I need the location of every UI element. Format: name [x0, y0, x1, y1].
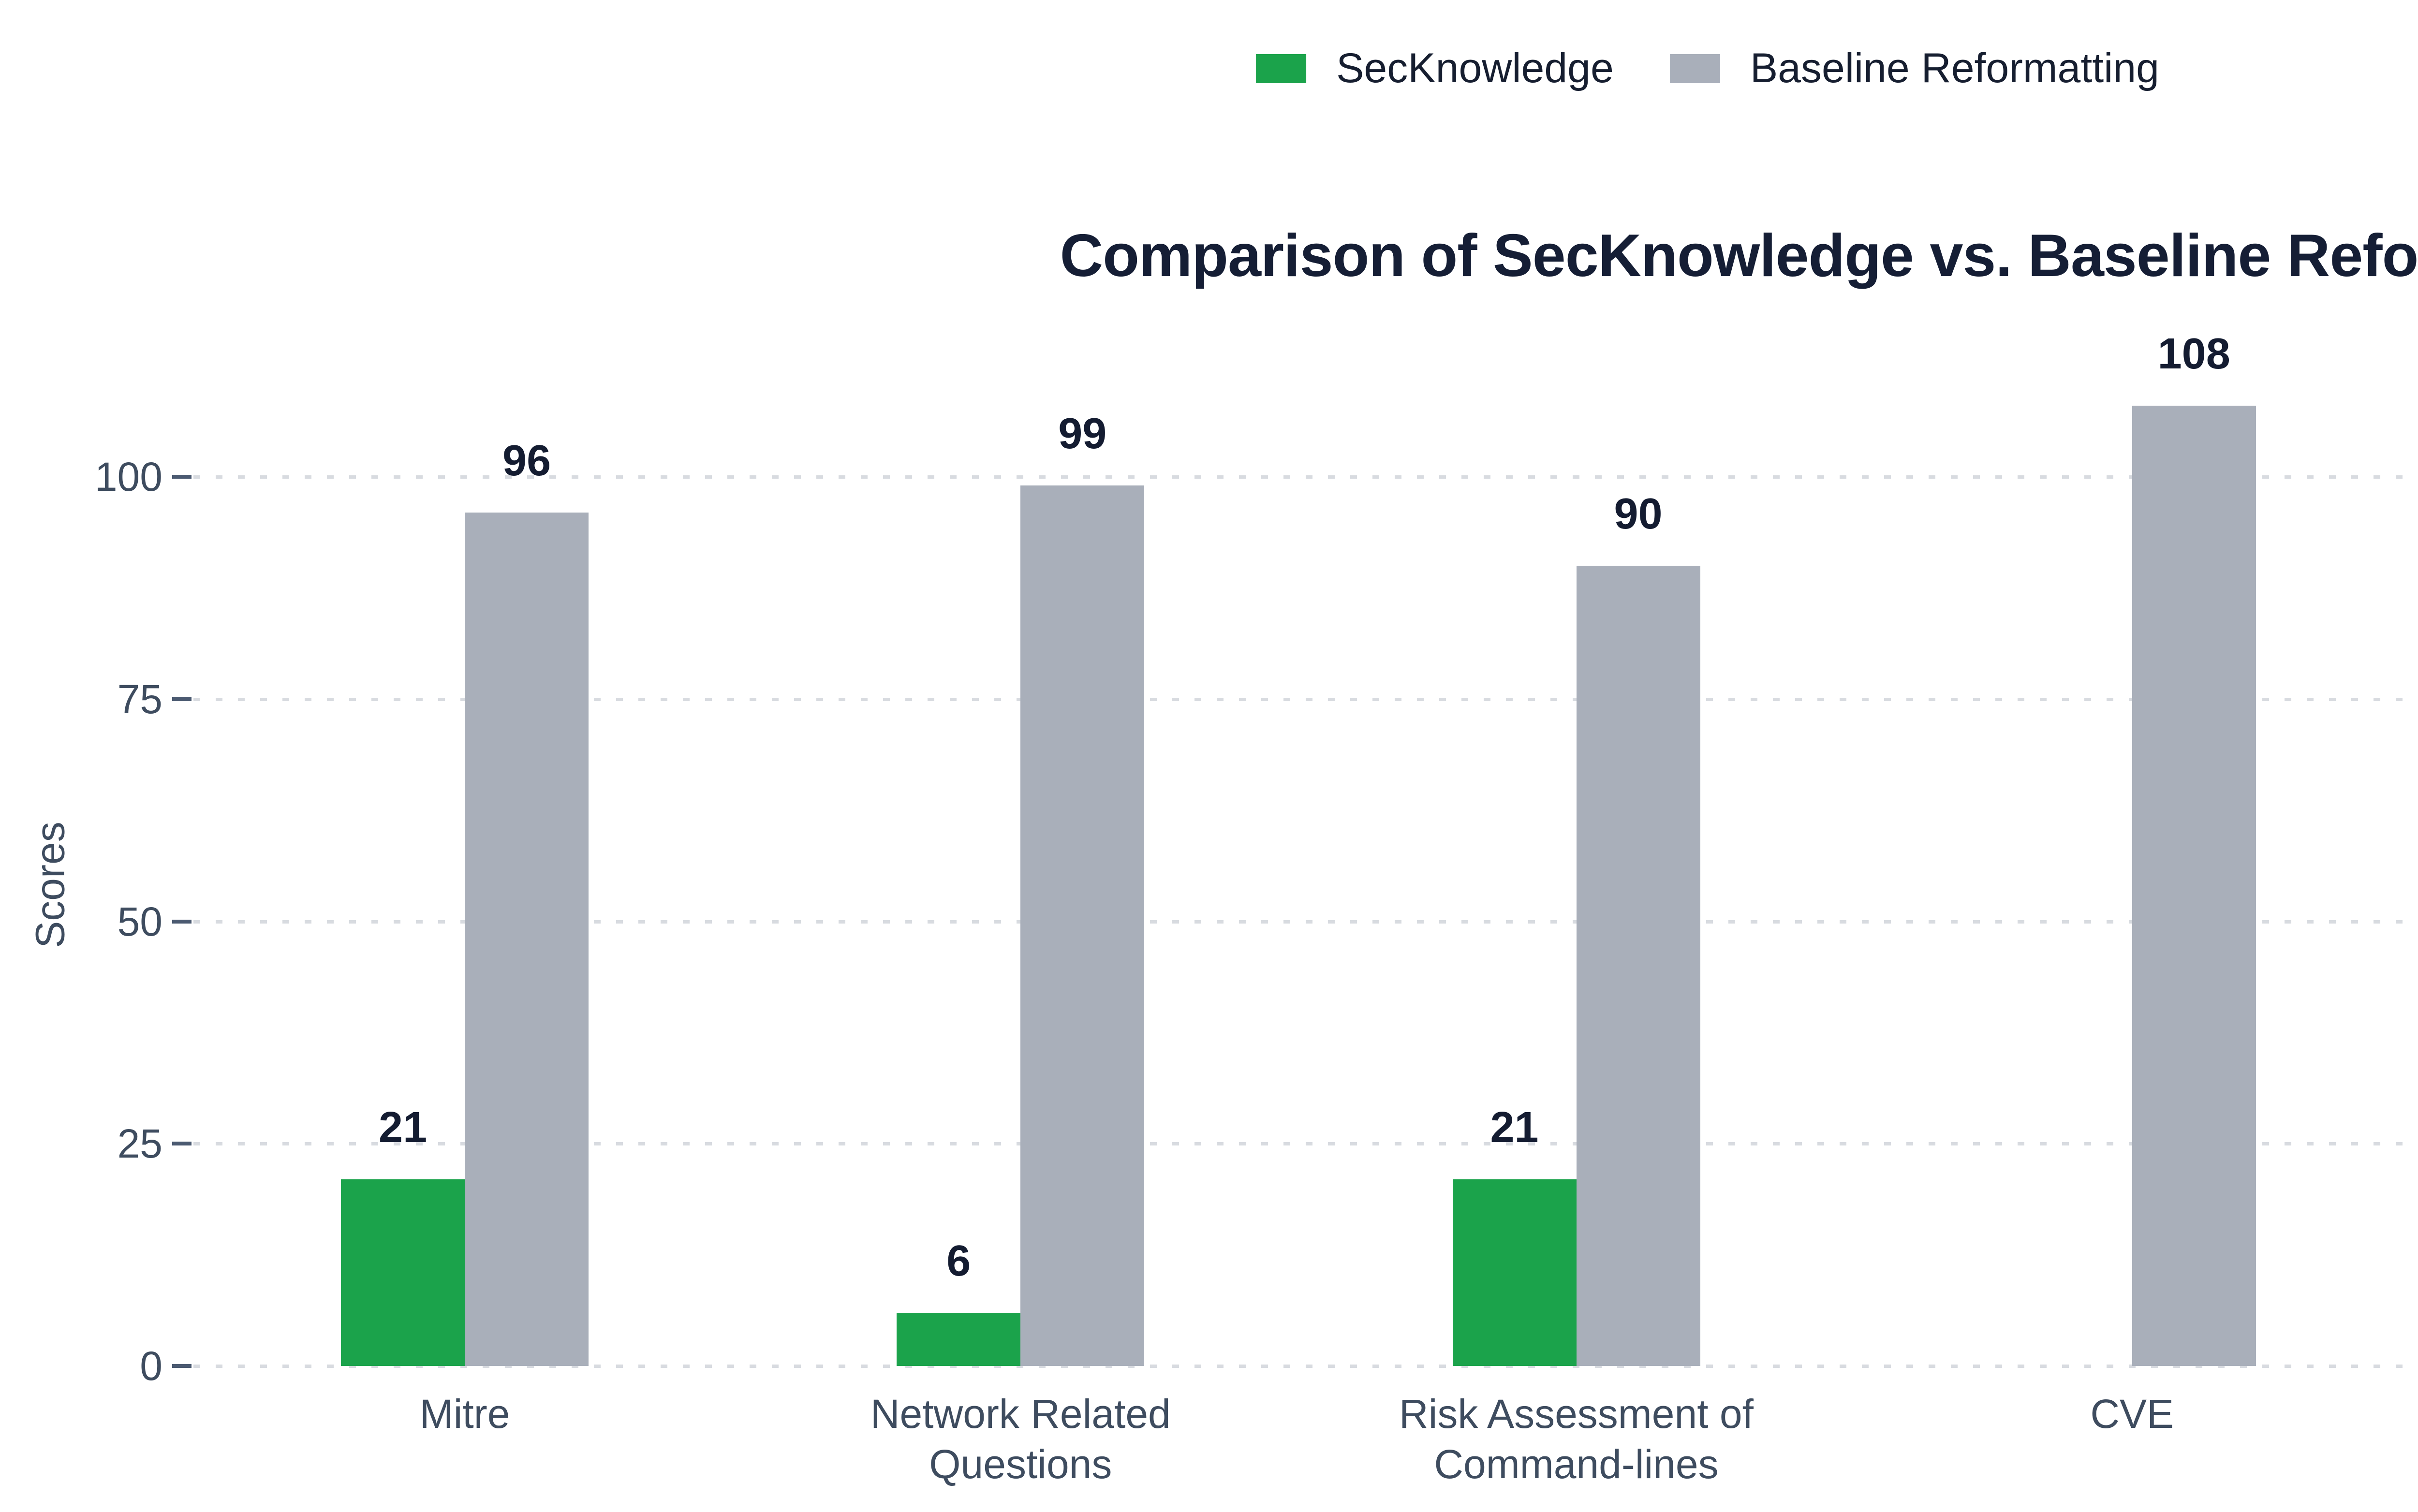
gridline-y-75 [193, 697, 2418, 701]
baseline-reformatting-swatch-icon [1669, 54, 1720, 83]
bar-baseline-reformatting-4 [2132, 405, 2256, 1366]
y-tick-label-50: 50 [117, 898, 162, 944]
y-tick-mark-50 [172, 919, 192, 924]
bar-baseline-reformatting-3 [1576, 565, 1700, 1366]
legend-label-baseline-reformatting: Baseline Reformatting [1750, 45, 2159, 91]
category-label-5: General Questions [2410, 1389, 2418, 1439]
bar-value-label: 21 [379, 1103, 428, 1152]
bar-value-label: 108 [2157, 329, 2230, 378]
bar-secknowledge-1 [341, 1179, 465, 1366]
secknowledge-swatch-icon [1256, 54, 1307, 83]
bar-value-label: 96 [502, 436, 551, 485]
chart-legend: SecKnowledge Baseline Reformatting [1256, 44, 2159, 92]
category-label-3: Command-lines [1434, 1441, 1719, 1487]
bar-baseline-reformatting-2 [1020, 485, 1145, 1366]
category-label-1: Mitre [419, 1391, 510, 1437]
gridline-y-25 [193, 1142, 2418, 1146]
chart-title: Comparison of SecKnowledge vs. Baseline … [1060, 222, 2418, 289]
gridline-y-100 [193, 475, 2418, 479]
y-tick-label-25: 25 [117, 1121, 162, 1167]
y-tick-mark-0 [172, 1364, 192, 1368]
gridline-y-50 [193, 920, 2418, 924]
bar-value-label: 21 [1490, 1103, 1539, 1152]
category-label-2: Questions [929, 1441, 1112, 1487]
bar-baseline-reformatting-1 [465, 512, 589, 1366]
bar-value-label: 90 [1614, 489, 1663, 538]
bar-secknowledge-3 [1452, 1179, 1577, 1366]
y-tick-label-100: 100 [94, 454, 162, 499]
bar-value-label: 6 [946, 1236, 971, 1285]
category-label-3: Risk Assessment of [1399, 1391, 1754, 1437]
y-tick-mark-75 [172, 697, 192, 701]
y-tick-mark-100 [172, 475, 192, 479]
legend-item-baseline-reformatting: Baseline Reformatting [1669, 44, 2159, 92]
category-label-4: CVE [2090, 1391, 2174, 1437]
bar-secknowledge-2 [897, 1312, 1021, 1366]
legend-item-secknowledge: SecKnowledge [1256, 44, 1614, 92]
y-tick-label-75: 75 [117, 676, 162, 722]
category-label-2: Network Related [870, 1391, 1171, 1437]
y-tick-label-0: 0 [140, 1343, 162, 1389]
bar-value-label: 99 [1058, 410, 1107, 458]
y-tick-mark-25 [172, 1142, 192, 1146]
gridline-y-0 [193, 1365, 2418, 1368]
legend-label-secknowledge: SecKnowledge [1336, 45, 1614, 91]
